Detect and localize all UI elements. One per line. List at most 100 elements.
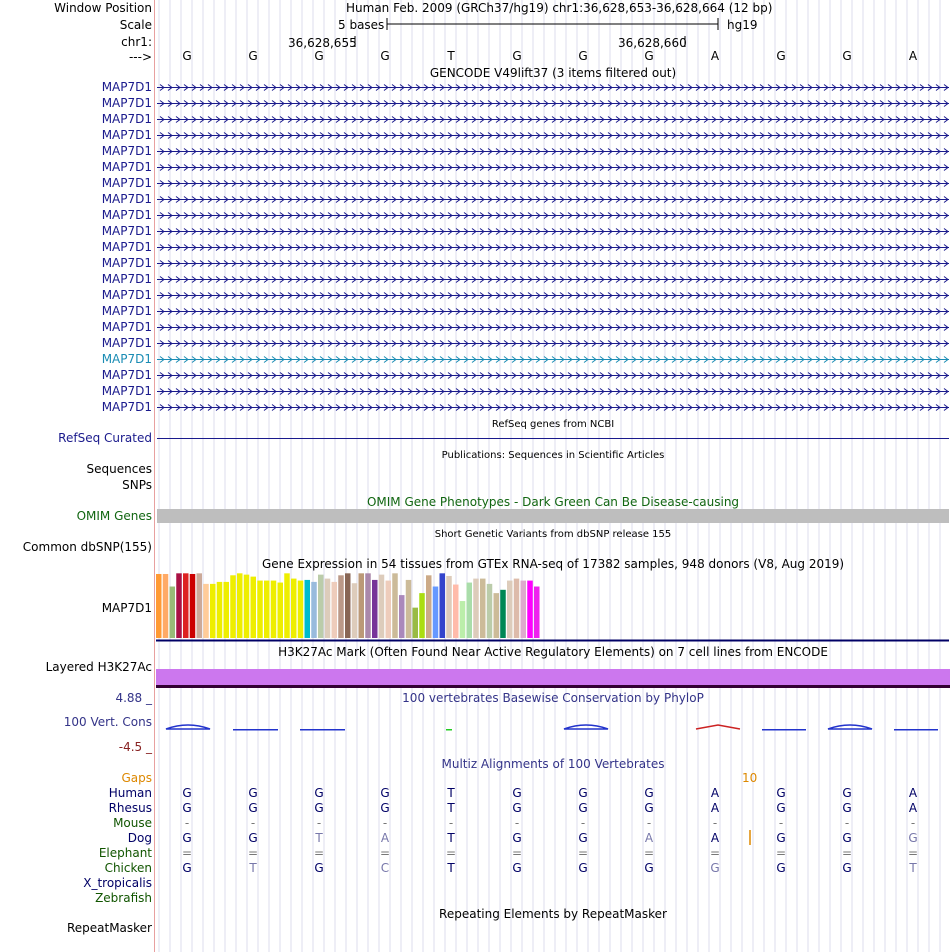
alignment-base: G [776, 861, 786, 875]
species-label[interactable]: Chicken [104, 861, 152, 875]
strand-arrows [159, 116, 949, 123]
gencode-transcript-label[interactable]: MAP7D1 [101, 384, 152, 398]
alignment-base: G [644, 861, 654, 875]
gtex-tissue-bar [419, 593, 425, 638]
gencode-transcript-label[interactable]: MAP7D1 [101, 128, 152, 142]
species-label[interactable]: Rhesus [108, 801, 152, 815]
repeatmasker-label[interactable]: RepeatMasker [66, 921, 152, 935]
h3k27ac-track-title[interactable]: H3K27Ac Mark (Often Found Near Active Re… [278, 645, 828, 659]
alignment-base: T [447, 786, 455, 800]
phylop-signal [446, 729, 452, 731]
gtex-tissue-bar [156, 573, 162, 638]
gencode-transcript-label[interactable]: MAP7D1 [101, 112, 152, 126]
alignment-base: T [447, 801, 455, 815]
alignment-base: G [578, 861, 588, 875]
alignment-base: T [249, 861, 257, 875]
gencode-transcript-label[interactable]: MAP7D1 [101, 320, 152, 334]
gencode-transcript-label[interactable]: MAP7D1 [101, 352, 152, 366]
dbsnp-track-title[interactable]: Short Genetic Variants from dbSNP releas… [434, 529, 672, 540]
publications-track-title[interactable]: Publications: Sequences in Scientific Ar… [441, 450, 665, 461]
gtex-tissue-bar [412, 607, 418, 638]
phylop-label[interactable]: 100 Vert. Cons [63, 715, 152, 729]
gtex-tissue-bar [399, 595, 405, 638]
multiz-track-title[interactable]: Multiz Alignments of 100 Vertebrates [441, 757, 665, 771]
gtex-tissue-bar [277, 582, 283, 638]
gtex-tissue-bar [297, 580, 304, 638]
sequence-base: A [710, 49, 720, 63]
gencode-transcript-label[interactable]: MAP7D1 [101, 80, 152, 94]
species-label[interactable]: Dog [127, 831, 152, 845]
alignment-base: A [710, 801, 720, 815]
sequence-base: G [776, 49, 786, 63]
strand-arrows [159, 132, 949, 139]
chr-label: chr1: [121, 35, 152, 49]
gencode-transcript-label[interactable]: MAP7D1 [101, 400, 152, 414]
alignment-base: G [776, 831, 786, 845]
species-label[interactable]: Mouse [113, 816, 152, 830]
gtex-tissue-bar [473, 578, 479, 638]
dbsnp-label[interactable]: Common dbSNP(155) [22, 540, 152, 554]
gencode-transcript-label[interactable]: MAP7D1 [101, 272, 152, 286]
species-label[interactable]: X_tropicalis [83, 876, 152, 890]
strand-arrows [159, 196, 949, 203]
alignment-base: = [181, 846, 193, 860]
gencode-transcript-label[interactable]: MAP7D1 [101, 176, 152, 190]
alignment-base: G [314, 786, 324, 800]
alignment-base: G [512, 831, 522, 845]
gtex-tissue-bar [169, 586, 175, 638]
gencode-transcript-label[interactable]: MAP7D1 [101, 96, 152, 110]
alignment-base: G [182, 786, 192, 800]
species-label[interactable]: Elephant [98, 846, 152, 860]
gtex-tissue-bar [507, 580, 513, 638]
alignment-base: A [710, 831, 720, 845]
gtex-gene-label[interactable]: MAP7D1 [101, 601, 152, 615]
strand-arrows [159, 164, 949, 171]
repeatmasker-track-title[interactable]: Repeating Elements by RepeatMasker [439, 907, 667, 921]
gtex-tissue-bar [372, 579, 378, 638]
gencode-track-title[interactable]: GENCODE V49lift37 (3 items filtered out) [429, 66, 677, 80]
gencode-transcript-label[interactable]: MAP7D1 [101, 144, 152, 158]
gencode-transcript-label[interactable]: MAP7D1 [101, 288, 152, 302]
refseq-label[interactable]: RefSeq Curated [58, 431, 152, 445]
gtex-tissue-bar [237, 573, 243, 638]
gtex-tissue-bar [432, 586, 439, 638]
h3k27ac-signal [156, 669, 950, 685]
publications-sequences-label[interactable]: Sequences [86, 462, 152, 476]
strand-arrows [159, 100, 949, 107]
gencode-transcript-label[interactable]: MAP7D1 [101, 256, 152, 270]
gencode-transcript-label[interactable]: MAP7D1 [101, 240, 152, 254]
gencode-transcript-label[interactable]: MAP7D1 [101, 368, 152, 382]
gencode-transcript-label[interactable]: MAP7D1 [101, 336, 152, 350]
gtex-tissue-bar [453, 584, 459, 638]
gencode-transcript-label[interactable]: MAP7D1 [101, 208, 152, 222]
gtex-tissue-bar [270, 580, 277, 638]
gencode-transcript-label[interactable]: MAP7D1 [101, 224, 152, 238]
alignment-base: - [646, 816, 652, 830]
alignment-base: - [844, 816, 850, 830]
alignment-base: A [380, 831, 390, 845]
species-label[interactable]: Human [108, 786, 152, 800]
strand-arrows [159, 212, 949, 219]
gtex-track-title[interactable]: Gene Expression in 54 tissues from GTEx … [261, 557, 845, 571]
gtex-tissue-bar [486, 583, 493, 638]
strand-arrows [159, 84, 949, 91]
gencode-transcript-label[interactable]: MAP7D1 [101, 192, 152, 206]
gencode-transcript-label[interactable]: MAP7D1 [101, 160, 152, 174]
alignment-base: G [842, 831, 852, 845]
alignment-base: T [315, 831, 323, 845]
gencode-transcript-label[interactable]: MAP7D1 [101, 304, 152, 318]
omim-track-title[interactable]: OMIM Gene Phenotypes - Dark Green Can Be… [366, 495, 740, 509]
sequence-base: G [182, 49, 192, 63]
alignment-base: - [250, 816, 256, 830]
phylop-track-title[interactable]: 100 vertebrates Basewise Conservation by… [402, 691, 704, 705]
phylop-signal [894, 729, 938, 731]
alignment-base: - [712, 816, 718, 830]
h3k27ac-label[interactable]: Layered H3K27Ac [45, 660, 152, 674]
refseq-track-title[interactable]: RefSeq genes from NCBI [491, 419, 615, 430]
gtex-tissue-bar [392, 573, 398, 638]
publications-snps-label[interactable]: SNPs [122, 478, 152, 492]
omim-label[interactable]: OMIM Genes [76, 509, 152, 523]
gtex-tissue-bar [351, 583, 358, 638]
species-label[interactable]: Zebrafish [95, 891, 152, 905]
